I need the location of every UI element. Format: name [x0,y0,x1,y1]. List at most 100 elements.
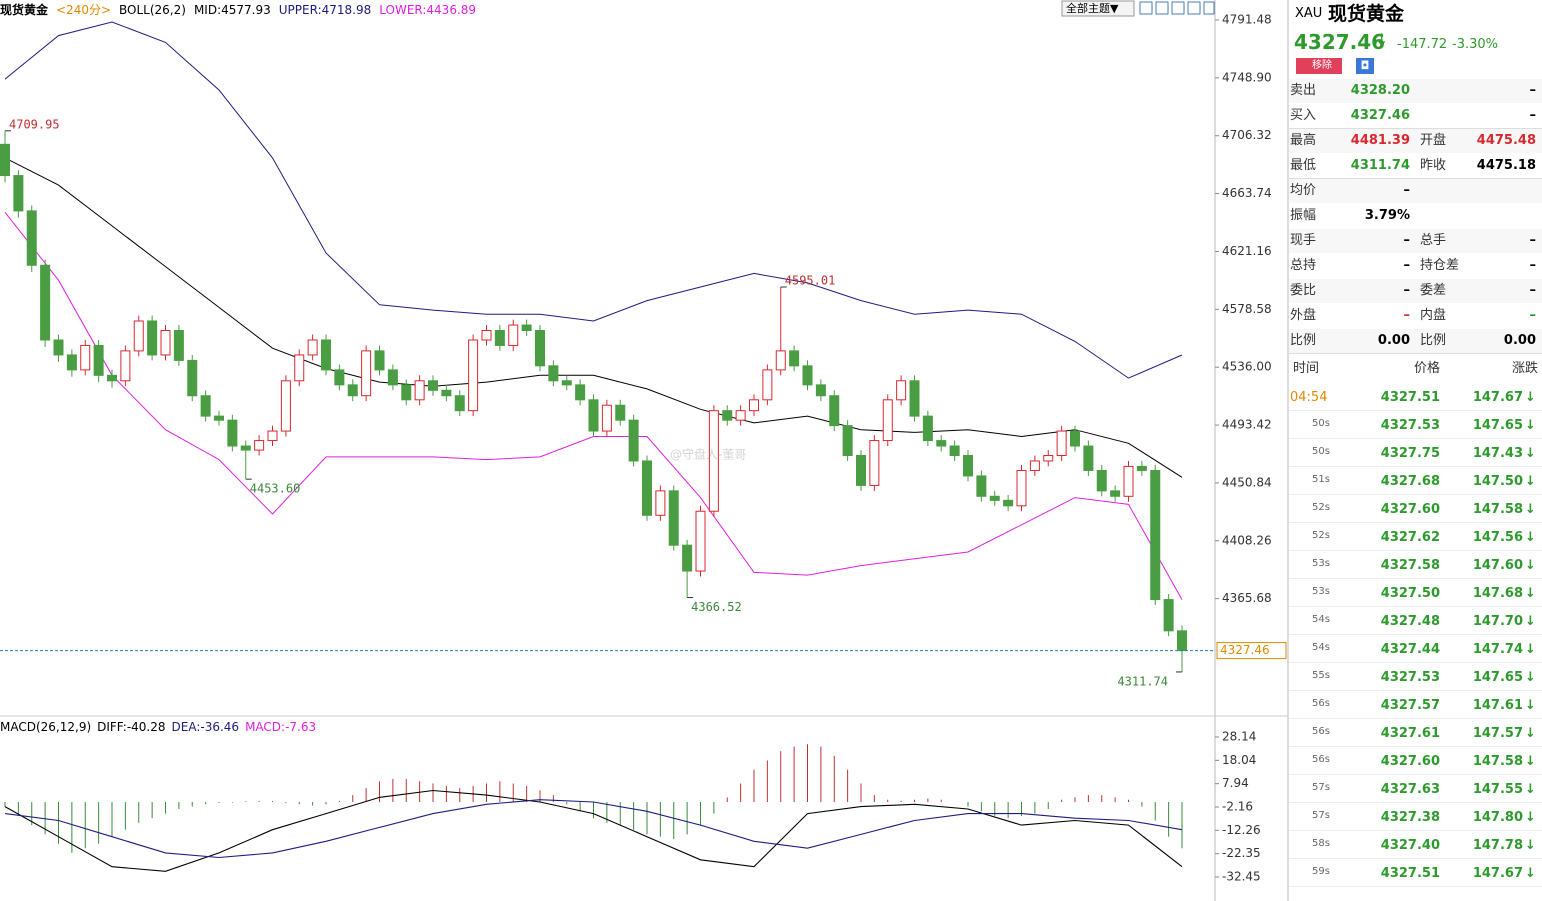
tick-change: 147.74 [1472,642,1523,657]
tick-price: 4327.44 [1380,642,1440,657]
candle-body [642,460,652,516]
quote-value: 0.00 [1503,333,1536,348]
candle-body [949,445,960,457]
theme-button[interactable] [1061,0,1135,17]
candle-body [347,384,358,397]
candle-body [856,455,866,486]
tick-time: 04:54 [1290,390,1328,405]
tick-time: 54s [1312,614,1330,625]
tick-price: 4327.57 [1380,698,1440,713]
y-tick-label: 4536.00 [1222,360,1272,374]
remove-button[interactable]: 移除 [1296,58,1342,74]
candle-body [588,399,599,432]
boll-mid [4,157,1183,478]
candle-body [1136,465,1147,471]
y-tick-label: 4706.32 [1222,128,1272,142]
candle-body [695,510,706,572]
candle-body [1163,599,1174,632]
quote-label: 最低 [1290,158,1317,173]
candle-body [561,380,572,386]
divider [1289,858,1542,859]
down-arrow: ↓ [1375,30,1389,49]
tick-time: 59s [1312,866,1330,877]
candle-body [882,399,893,442]
tick-arrow: ↓ [1525,782,1536,797]
quote-value: – [1403,283,1411,298]
toolbar-icons[interactable] [1139,1,1215,15]
candle-body [842,425,853,457]
candle-body [0,143,10,177]
tick-change: 147.78 [1472,838,1523,853]
tick-time: 56s [1312,754,1330,765]
candle-body [735,410,746,421]
divider [1289,634,1542,635]
tick-arrow: ↓ [1525,614,1536,629]
quote-label: 比例 [1290,333,1317,348]
toolbar-indicator: BOLL(26,2) [119,3,186,17]
quote-label: 买入 [1290,108,1317,123]
tick-change: 147.65 [1472,670,1523,685]
y-tick-label: 4493.42 [1222,418,1272,432]
candle-body [922,415,933,442]
candle-body [989,495,1000,501]
tick-arrow: ↓ [1525,502,1536,517]
candle-body [441,389,452,397]
tick-time: 54s [1312,642,1330,653]
quote-change: -147.72 [1397,37,1448,52]
tick-arrow: ↓ [1525,698,1536,713]
tick-change: 147.70 [1472,614,1523,629]
candle-body [107,374,117,382]
quote-name: 现货黄金 [1328,3,1405,25]
theme-button-label: 全部主题▼ [1066,2,1119,15]
toolbar-mid: MID:4577.93 [193,3,271,17]
candle-body [508,324,519,346]
y-tick-label: -32.45 [1222,870,1261,884]
macd-diff [4,789,1183,872]
tick-price: 4327.60 [1380,754,1440,769]
tick-change: 147.58 [1472,502,1523,517]
quote-value: – [1529,233,1537,248]
quote-value: – [1529,283,1537,298]
toolbar-symbol: 现货黄金 [0,3,49,17]
tick-arrow: ↓ [1525,810,1536,825]
candle-body [227,419,238,447]
candle-body [615,404,626,421]
candle-body [414,380,425,401]
extreme-label: 4366.52 [691,600,742,614]
tick-change: 147.67 [1472,390,1523,405]
quote-label: 总手 [1420,233,1447,248]
candle-body [749,399,759,412]
quote-value: 4327.46 [1350,108,1410,123]
candle-body [1083,445,1094,471]
tool-icon[interactable] [1139,1,1153,15]
candle-body [722,410,733,421]
tool-icon[interactable] [1171,1,1185,15]
toolbar-upper: UPPER:4718.98 [278,3,372,17]
candle-body [387,369,398,386]
divider [1289,830,1542,831]
quote-value: 4475.18 [1476,158,1536,173]
quote-label: 内盘 [1420,308,1447,323]
tool-icon[interactable] [1203,1,1215,15]
candle-body [655,490,666,516]
y-tick-label: 7.94 [1222,776,1249,790]
tick-price: 4327.68 [1380,474,1440,489]
candle-body [708,410,719,512]
tick-price: 4327.51 [1380,866,1440,881]
candle-body [160,329,171,356]
divider [1289,466,1542,467]
tick-arrow: ↓ [1525,474,1536,489]
y-tick-label: 4621.16 [1222,244,1272,258]
tick-change: 147.56 [1472,530,1523,545]
candle-body [548,365,559,382]
quote-label: 现手 [1290,233,1317,248]
tick-change: 147.43 [1472,446,1523,461]
divider [1289,774,1542,775]
tool-icon[interactable] [1155,1,1169,15]
quote-label: 均价 [1290,183,1317,198]
tick-arrow: ↓ [1525,754,1536,769]
tool-icon[interactable] [1187,1,1201,15]
tick-change: 147.58 [1472,754,1523,769]
bell-button[interactable]: ◘ [1356,58,1374,74]
